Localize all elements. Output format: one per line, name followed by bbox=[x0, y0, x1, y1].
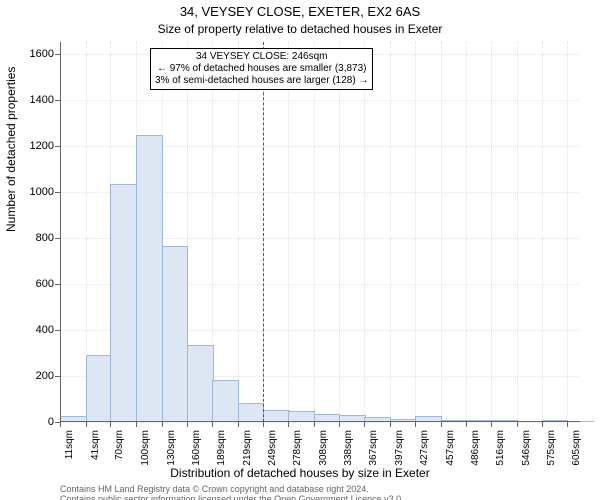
ytick-label: 200 bbox=[14, 370, 54, 382]
xtick-mark bbox=[110, 422, 111, 427]
xtick-mark bbox=[542, 422, 543, 427]
xtick-label: 575sqm bbox=[546, 430, 557, 470]
annotation-line2: ← 97% of detached houses are smaller (3,… bbox=[155, 63, 368, 75]
ytick-mark bbox=[55, 284, 60, 285]
xtick-mark bbox=[86, 422, 87, 427]
xtick-mark bbox=[517, 422, 518, 427]
chart-container: 34, VEYSEY CLOSE, EXETER, EX2 6AS Size o… bbox=[0, 0, 600, 500]
annotation-line3: 3% of semi-detached houses are larger (1… bbox=[155, 75, 368, 87]
xtick-label: 278sqm bbox=[292, 430, 303, 470]
xtick-label: 457sqm bbox=[445, 430, 456, 470]
ytick-label: 400 bbox=[14, 324, 54, 336]
ytick-mark bbox=[55, 100, 60, 101]
xtick-label: 100sqm bbox=[140, 430, 151, 470]
ytick-label: 0 bbox=[14, 416, 54, 428]
annotation-line1: 34 VEYSEY CLOSE: 246sqm bbox=[155, 51, 368, 63]
xtick-mark bbox=[136, 422, 137, 427]
xtick-label: 397sqm bbox=[394, 430, 405, 470]
xtick-label: 546sqm bbox=[521, 430, 532, 470]
xtick-label: 41sqm bbox=[90, 430, 101, 470]
ytick-mark bbox=[55, 238, 60, 239]
chart-title: 34, VEYSEY CLOSE, EXETER, EX2 6AS bbox=[0, 4, 600, 19]
xtick-label: 160sqm bbox=[191, 430, 202, 470]
ytick-mark bbox=[55, 376, 60, 377]
xtick-label: 605sqm bbox=[571, 430, 582, 470]
xtick-mark bbox=[390, 422, 391, 427]
footer-text: Contains HM Land Registry data © Crown c… bbox=[60, 484, 404, 500]
xtick-mark bbox=[441, 422, 442, 427]
xtick-mark bbox=[187, 422, 188, 427]
ytick-label: 1400 bbox=[14, 94, 54, 106]
xtick-label: 427sqm bbox=[419, 430, 430, 470]
xtick-mark bbox=[238, 422, 239, 427]
ytick-mark bbox=[55, 54, 60, 55]
marker-line bbox=[263, 42, 264, 422]
annotation-box: 34 VEYSEY CLOSE: 246sqm ← 97% of detache… bbox=[150, 48, 373, 90]
ytick-mark bbox=[55, 330, 60, 331]
ytick-mark bbox=[55, 192, 60, 193]
xtick-mark bbox=[364, 422, 365, 427]
xtick-mark bbox=[314, 422, 315, 427]
footer-line2: Contains public sector information licen… bbox=[60, 494, 404, 500]
xtick-mark bbox=[60, 422, 61, 427]
xtick-label: 189sqm bbox=[216, 430, 227, 470]
plot-axes bbox=[60, 42, 580, 422]
xtick-mark bbox=[288, 422, 289, 427]
xtick-label: 130sqm bbox=[166, 430, 177, 470]
ytick-label: 1000 bbox=[14, 186, 54, 198]
ytick-mark bbox=[55, 422, 60, 423]
xtick-label: 338sqm bbox=[343, 430, 354, 470]
footer-line1: Contains HM Land Registry data © Crown c… bbox=[60, 484, 369, 494]
xtick-mark bbox=[567, 422, 568, 427]
xtick-mark bbox=[263, 422, 264, 427]
xtick-mark bbox=[162, 422, 163, 427]
ytick-label: 1600 bbox=[14, 48, 54, 60]
xtick-label: 308sqm bbox=[318, 430, 329, 470]
xtick-mark bbox=[339, 422, 340, 427]
ytick-label: 1200 bbox=[14, 140, 54, 152]
xtick-label: 219sqm bbox=[242, 430, 253, 470]
xtick-label: 367sqm bbox=[368, 430, 379, 470]
xtick-mark bbox=[212, 422, 213, 427]
xtick-mark bbox=[491, 422, 492, 427]
xtick-label: 11sqm bbox=[64, 430, 75, 470]
xtick-label: 249sqm bbox=[267, 430, 278, 470]
ytick-label: 800 bbox=[14, 232, 54, 244]
xtick-label: 516sqm bbox=[495, 430, 506, 470]
ytick-mark bbox=[55, 146, 60, 147]
xtick-mark bbox=[415, 422, 416, 427]
x-axis-label: Distribution of detached houses by size … bbox=[0, 466, 600, 480]
xtick-label: 486sqm bbox=[470, 430, 481, 470]
xtick-mark bbox=[466, 422, 467, 427]
xtick-label: 70sqm bbox=[114, 430, 125, 470]
grid-line-h bbox=[60, 422, 580, 423]
ytick-label: 600 bbox=[14, 278, 54, 290]
chart-subtitle: Size of property relative to detached ho… bbox=[0, 22, 600, 36]
plot-area: 11sqm41sqm70sqm100sqm130sqm160sqm189sqm2… bbox=[60, 42, 580, 422]
